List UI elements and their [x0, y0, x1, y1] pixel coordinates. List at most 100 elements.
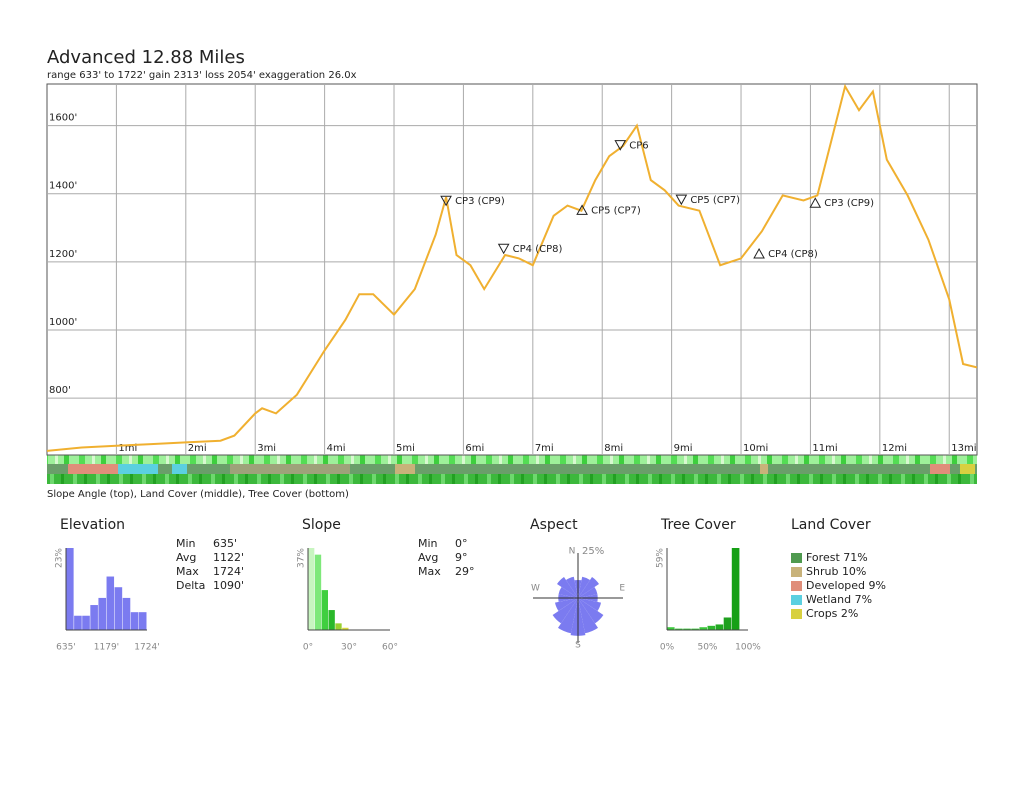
- legend-swatch: [791, 553, 802, 563]
- histogram-bar: [723, 617, 732, 630]
- histogram-bar: [683, 628, 691, 630]
- x-tick-label: 0°: [303, 643, 313, 653]
- checkpoint-marker: [576, 204, 588, 215]
- histogram-bar: [106, 576, 115, 630]
- legend-name: Forest: [806, 551, 840, 564]
- rose-petal: [578, 598, 604, 624]
- x-tick-label: 0%: [660, 643, 675, 653]
- legend-value: 2%: [841, 607, 858, 620]
- histogram-bar: [122, 597, 131, 630]
- checkpoint-marker: [440, 195, 452, 207]
- y-tick-label: 1600': [49, 113, 77, 124]
- rose-petal: [557, 577, 578, 598]
- checkpoint-label: CP5 (CP7): [690, 195, 740, 206]
- x-tick-label: 4mi: [327, 443, 346, 454]
- y-tick-label: 23%: [55, 548, 65, 568]
- checkpoint-label: CP3 (CP9): [824, 198, 874, 209]
- histogram-bar: [321, 590, 328, 630]
- stat-value: 635': [213, 537, 237, 550]
- x-tick-label: 11mi: [812, 443, 837, 454]
- x-tick-label: 1mi: [118, 443, 137, 454]
- r-tick-label: 25%: [582, 546, 604, 557]
- y-tick-label: 1000': [49, 317, 77, 328]
- x-tick-label: 6mi: [465, 443, 484, 454]
- rose-petal: [558, 598, 578, 634]
- stat-value: 1724': [213, 565, 244, 578]
- checkpoint-label: CP6: [629, 141, 648, 152]
- x-tick-label: 3mi: [257, 443, 276, 454]
- legend-label: Developed 9%: [806, 579, 886, 592]
- legend-swatch: [791, 567, 802, 577]
- x-tick-label: 1179': [94, 643, 119, 653]
- histogram-bar: [314, 554, 322, 630]
- histogram-bar: [130, 612, 139, 630]
- legend-swatch: [791, 609, 802, 619]
- rose-petal: [578, 587, 598, 598]
- x-tick-label: 5mi: [396, 443, 415, 454]
- y-tick-label: 1200': [49, 249, 77, 260]
- histogram-bar: [691, 628, 699, 630]
- histogram-bar: [707, 625, 716, 630]
- histogram-bar: [74, 615, 82, 630]
- title: Advanced 12.88 Miles: [47, 47, 245, 68]
- section-title: Tree Cover: [660, 517, 736, 533]
- direction-label: S: [575, 641, 581, 651]
- histogram-bar: [335, 623, 342, 630]
- section-title: Elevation: [60, 517, 125, 533]
- stat-label: Avg: [176, 551, 196, 564]
- legend-name: Wetland: [806, 593, 851, 606]
- histogram-bar: [66, 548, 74, 630]
- stat-label: Max: [176, 565, 199, 578]
- elevation-line: [47, 84, 977, 452]
- histogram-bar: [328, 610, 335, 630]
- histogram-bar: [308, 548, 315, 630]
- legend-swatch: [791, 595, 802, 605]
- x-tick-label: 60°: [382, 643, 398, 653]
- stat-label: Min: [418, 537, 438, 550]
- checkpoint-marker: [675, 194, 688, 206]
- section-title: Land Cover: [791, 517, 871, 533]
- rose-petal: [578, 576, 590, 598]
- x-tick-label: 30°: [341, 643, 357, 653]
- stat-value: 0°: [455, 537, 468, 550]
- rose-petal: [552, 598, 578, 624]
- checkpoint-label: CP3 (CP9): [455, 196, 505, 207]
- rose-petal: [555, 598, 578, 611]
- legend-value: 9%: [869, 579, 886, 592]
- y-tick-label: 59%: [656, 548, 666, 568]
- histogram-bar: [699, 627, 707, 630]
- x-tick-label: 12mi: [882, 443, 907, 454]
- caption: Slope Angle (top), Land Cover (middle), …: [47, 489, 349, 500]
- histogram-bar: [82, 615, 90, 630]
- stat-value: 1090': [213, 579, 244, 592]
- histogram-bar: [98, 597, 107, 630]
- stat-label: Max: [418, 565, 441, 578]
- rose-petal: [578, 598, 598, 634]
- legend-label: Wetland 7%: [806, 593, 872, 606]
- histogram-bar: [342, 627, 349, 630]
- y-tick-label: 800': [49, 385, 71, 396]
- histogram-bar: [667, 627, 675, 630]
- stat-label: Min: [176, 537, 196, 550]
- histogram-bar: [90, 605, 98, 630]
- section-title: Slope: [302, 517, 341, 533]
- slope-strip: [47, 455, 977, 464]
- histogram-bar: [114, 587, 123, 630]
- direction-label: W: [531, 584, 540, 594]
- legend-name: Crops: [806, 607, 838, 620]
- direction-label: E: [619, 584, 625, 594]
- histogram-bar: [675, 628, 683, 630]
- histogram-bar: [715, 624, 724, 630]
- legend-label: Crops 2%: [806, 607, 858, 620]
- rose-petal: [558, 587, 578, 598]
- checkpoint-marker: [614, 140, 627, 151]
- direction-label: N: [569, 547, 576, 557]
- x-tick-label: 8mi: [604, 443, 623, 454]
- histogram-bar: [731, 548, 740, 630]
- legend-label: Shrub 10%: [806, 565, 866, 578]
- legend-swatch: [791, 581, 802, 591]
- x-tick-label: 9mi: [674, 443, 693, 454]
- x-tick-label: 50%: [697, 643, 717, 653]
- treecover-strip: [47, 474, 977, 484]
- checkpoint-marker: [753, 247, 765, 259]
